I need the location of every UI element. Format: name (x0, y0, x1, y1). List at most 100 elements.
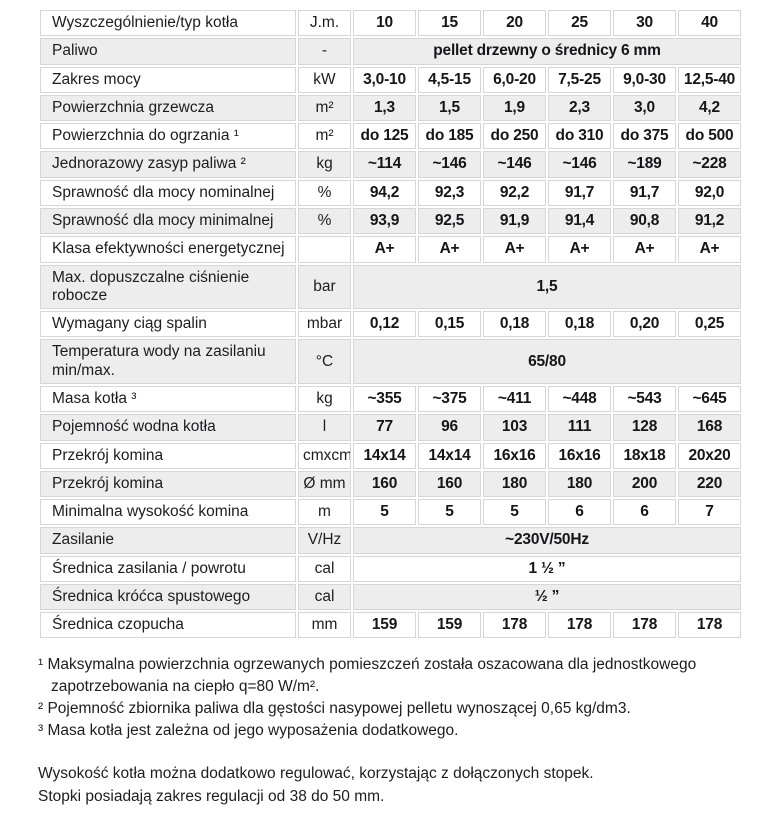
row-value: 180 (548, 470, 611, 498)
row-value: 6 (613, 499, 676, 526)
row-span-value: 1 ½ ” (353, 555, 741, 582)
row-unit: V/Hz (298, 527, 351, 554)
row-value: ~146 (548, 151, 611, 178)
row-label: Temperatura wody na zasilaniu min/max. (40, 339, 296, 384)
row-value: ~228 (678, 151, 741, 178)
row-span-value: ~230V/50Hz (353, 527, 741, 554)
row-label: Sprawność dla mocy nominalnej (40, 179, 296, 206)
row-label: Średnica zasilania / powrotu (40, 555, 296, 582)
footnotes-block: ¹ Maksymalna powierzchnia ogrzewanych po… (38, 654, 743, 742)
row-value: 0,20 (613, 311, 676, 338)
boiler-spec-table: Wyszczególnienie/typ kotła J.m. 10 15 20 25 30… (38, 8, 743, 640)
table-row: Klasa efektywności energetycznej A+ A+ A+ A+… (40, 236, 741, 263)
table-row: Przekrój komina Ø mm 160 160 180 180 200 220 (40, 470, 741, 498)
row-value: 77 (353, 414, 416, 441)
table-row: Paliwo - pellet drzewny o średnicy 6 mm (40, 38, 741, 65)
table-row: Jednorazowy zasyp paliwa ² kg ~114 ~146 ~146… (40, 151, 741, 178)
row-label: Minimalna wysokość komina (40, 499, 296, 526)
row-value: do 310 (548, 123, 611, 150)
row-value: A+ (678, 236, 741, 263)
row-value: 128 (613, 414, 676, 441)
row-value: 40 (678, 10, 741, 37)
row-label: Sprawność dla mocy minimalnej (40, 207, 296, 235)
row-value: ~146 (483, 151, 546, 178)
row-value: 92,0 (678, 179, 741, 206)
row-value: 12,5-40 (678, 66, 741, 93)
row-value: 91,7 (548, 179, 611, 206)
table-row: Pojemność wodna kotła l 77 96 103 111 128 168 (40, 414, 741, 441)
row-value: 16x16 (548, 442, 611, 469)
row-label: Paliwo (40, 38, 296, 65)
row-label: Średnica króćca spustowego (40, 583, 296, 611)
row-label: Wymagany ciąg spalin (40, 311, 296, 338)
row-label: Wyszczególnienie/typ kotła (40, 10, 296, 37)
row-label: Powierzchnia grzewcza (40, 94, 296, 122)
row-value: do 375 (613, 123, 676, 150)
table-row: Sprawność dla mocy minimalnej% 93,9 92,5 91… (40, 207, 741, 235)
row-label: Przekrój komina (40, 442, 296, 469)
row-value: do 250 (483, 123, 546, 150)
row-unit: J.m. (298, 10, 351, 37)
row-value: 3,0-10 (353, 66, 416, 93)
row-value: 168 (678, 414, 741, 441)
table-row: Średnica zasilania / powrotu cal 1 ½ ” (40, 555, 741, 582)
notes-block: Wysokość kotła można dodatkowo regulować… (38, 762, 743, 808)
row-value: 103 (483, 414, 546, 441)
row-value: 178 (548, 612, 611, 639)
table-row: Minimalna wysokość komina m 5 5 5 6 6 7 (40, 499, 741, 526)
row-unit: m² (298, 94, 351, 122)
row-value: 94,2 (353, 179, 416, 206)
row-value: 178 (678, 612, 741, 639)
row-unit: l (298, 414, 351, 441)
row-value: A+ (548, 236, 611, 263)
row-value: 10 (353, 10, 416, 37)
row-value: 92,3 (418, 179, 481, 206)
row-label: Przekrój komina (40, 470, 296, 498)
row-unit: - (298, 38, 351, 65)
row-value: 91,7 (613, 179, 676, 206)
row-value: 25 (548, 10, 611, 37)
row-value: 93,9 (353, 207, 416, 235)
table-row: Max. dopuszczalne ciśnienie robocze bar 1,… (40, 264, 741, 310)
row-value: 90,8 (613, 207, 676, 235)
row-value: ~448 (548, 385, 611, 413)
row-value: 4,5-15 (418, 66, 481, 93)
row-label: Masa kotła ³ (40, 385, 296, 413)
row-unit: cal (298, 555, 351, 582)
row-unit: mm (298, 612, 351, 639)
row-value: 9,0-30 (613, 66, 676, 93)
note-line: Wysokość kotła można dodatkowo regulować… (38, 765, 594, 783)
row-value: ~146 (418, 151, 481, 178)
footnote: ³ Masa kotła jest zależna od jego wyposa… (38, 722, 459, 740)
row-value: ~645 (678, 385, 741, 413)
row-value: 0,18 (548, 311, 611, 338)
table-row: Powierzchnia grzewcza m² 1,3 1,5 1,9 2,3 3,0 4,… (40, 94, 741, 122)
row-label: Powierzchnia do ogrzania ¹ (40, 123, 296, 150)
row-value: 91,4 (548, 207, 611, 235)
row-value: 220 (678, 470, 741, 498)
row-unit: m² (298, 123, 351, 150)
row-value: 178 (483, 612, 546, 639)
row-value: 18x18 (613, 442, 676, 469)
row-value: 91,9 (483, 207, 546, 235)
row-label: Pojemność wodna kotła (40, 414, 296, 441)
row-unit: °C (298, 339, 351, 384)
row-value: ~543 (613, 385, 676, 413)
row-value: 91,2 (678, 207, 741, 235)
row-value: 160 (418, 470, 481, 498)
row-unit: % (298, 179, 351, 206)
row-value: 7 (678, 499, 741, 526)
row-unit: cmxcm (298, 442, 351, 469)
row-label: Klasa efektywności energetycznej (40, 236, 296, 263)
row-value: 20 (483, 10, 546, 37)
row-value: 200 (613, 470, 676, 498)
row-value: do 125 (353, 123, 416, 150)
row-value: A+ (613, 236, 676, 263)
table-row: Powierzchnia do ogrzania ¹ m² do 125 do 185… (40, 123, 741, 150)
row-value: 1,3 (353, 94, 416, 122)
row-value: 6 (548, 499, 611, 526)
table-row: Zakres mocy kW 3,0-10 4,5-15 6,0-20 7,5-25 9,0… (40, 66, 741, 93)
row-value: 1,9 (483, 94, 546, 122)
row-value: do 500 (678, 123, 741, 150)
